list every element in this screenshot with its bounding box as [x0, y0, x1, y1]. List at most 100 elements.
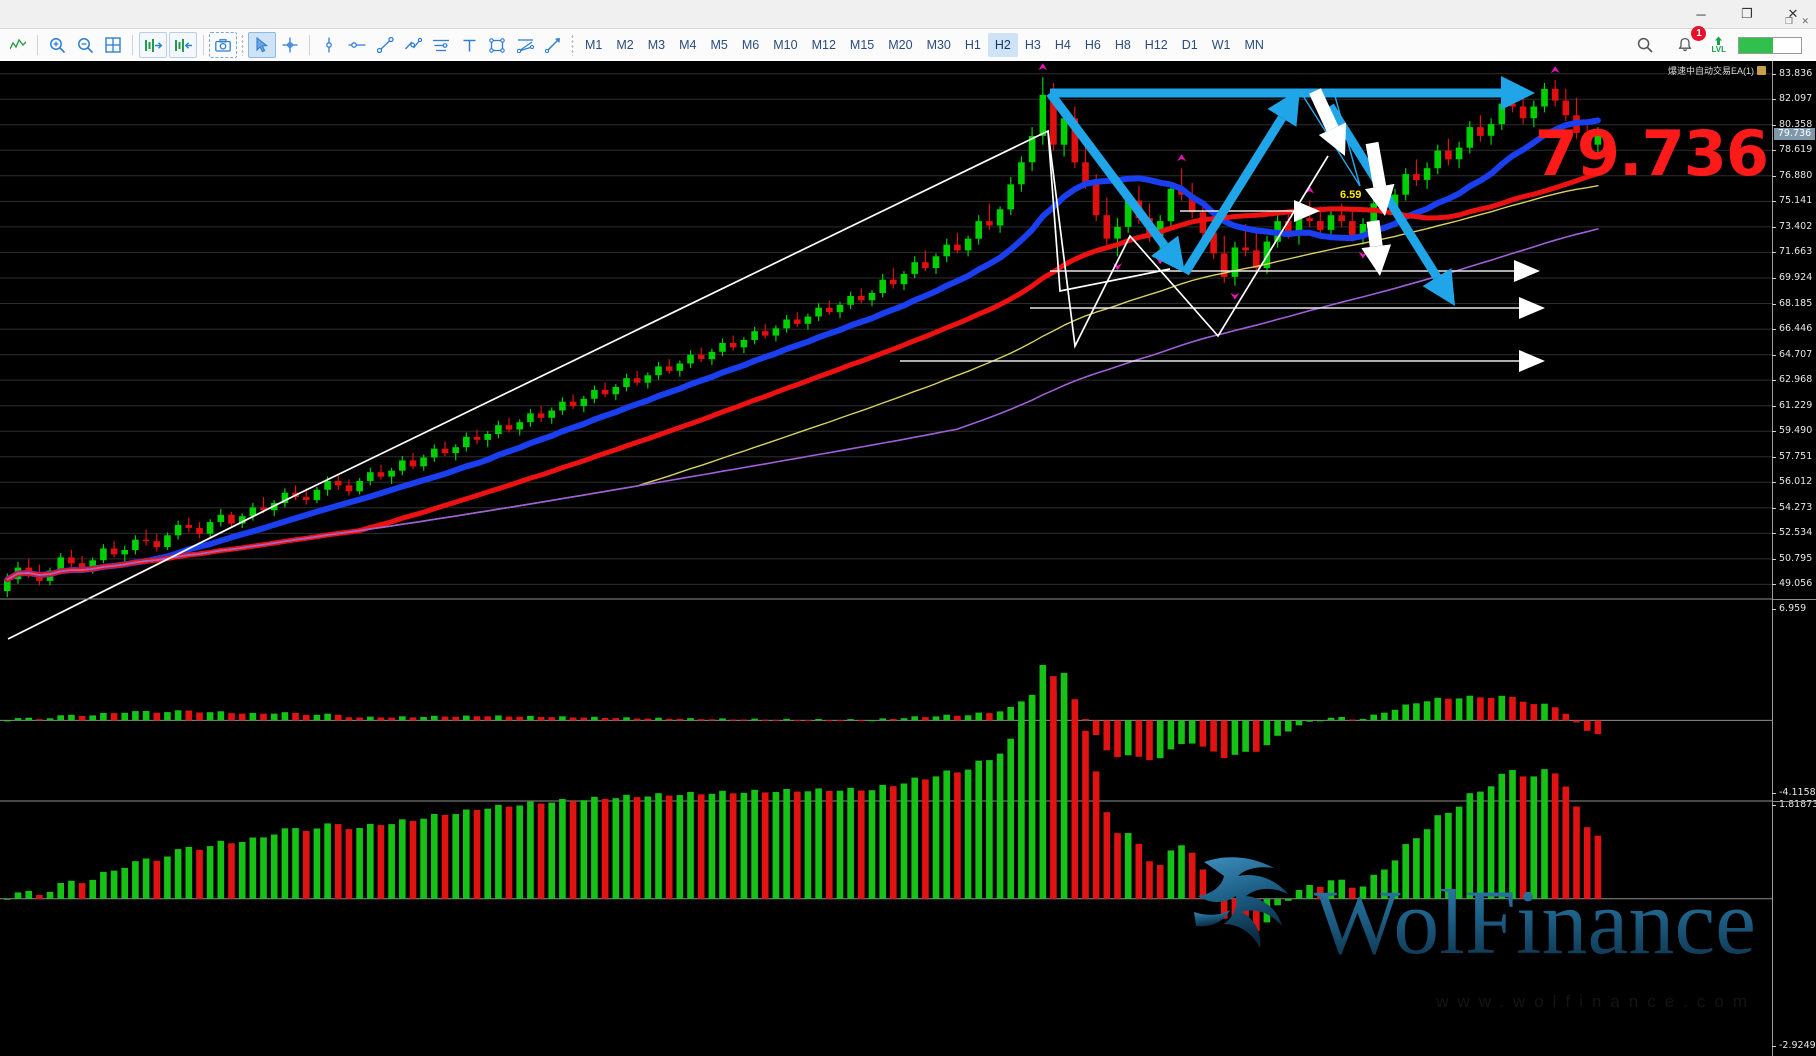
indicator1-top-value: 6.959	[1779, 603, 1807, 614]
toolbar-separator	[309, 35, 310, 55]
document-window-controls[interactable]: ❐ ✕	[1785, 16, 1812, 27]
timeframe-m1[interactable]: M1	[585, 38, 603, 52]
timeframe-d1[interactable]: D1	[1181, 38, 1198, 52]
indicator2-bottom-value: -2.92498	[1779, 1040, 1816, 1051]
price-tick-value: 61.229	[1779, 399, 1813, 411]
price-tick-value: 78.619	[1779, 144, 1813, 156]
fib-fan-icon[interactable]	[511, 32, 539, 58]
price-tick-value: 69.924	[1779, 272, 1813, 283]
timeframe-group: M1 M2 M3 M4 M5 M6 M10 M12 M15 M20 M30 H1 H2 H3 H4 H6 H8 H…	[578, 33, 1271, 57]
price-tick: 75.141	[1771, 195, 1812, 206]
timeframe-m2[interactable]: M2	[616, 38, 634, 52]
toolbar-grip[interactable]	[241, 34, 244, 56]
toolbar-separator	[203, 35, 204, 55]
trend-line-icon[interactable]	[371, 32, 399, 58]
zoom-in-icon[interactable]	[43, 32, 71, 58]
price-tick-value: 52.534	[1779, 527, 1813, 539]
ea-robot-icon	[1757, 66, 1766, 75]
connection-meter[interactable]	[1738, 36, 1802, 54]
timeframe-h3[interactable]: H3	[1024, 38, 1041, 52]
connection-meter-fill	[1739, 37, 1774, 53]
current-price-tag: 79.736	[1774, 127, 1815, 140]
price-plot[interactable]	[0, 61, 1772, 1056]
price-tick-value: 49.056	[1779, 578, 1813, 590]
price-tick: 64.707	[1771, 349, 1812, 360]
price-tick: 71.663	[1771, 246, 1812, 257]
timeframe-m30[interactable]: M30	[926, 38, 951, 52]
pane-divider	[1773, 599, 1816, 600]
price-tick: 76.880	[1771, 169, 1813, 181]
close-button[interactable]: ✕	[1787, 6, 1799, 21]
indicator2-bottom: -2.92498	[1772, 1040, 1816, 1051]
doc-close-button[interactable]: ✕	[1801, 16, 1812, 26]
price-tick: 50.795	[1771, 552, 1813, 564]
timeframe-h4[interactable]: H4	[1054, 38, 1071, 52]
timeframe-m5[interactable]: M5	[710, 38, 728, 52]
timeframe-m12[interactable]: M12	[811, 38, 836, 52]
doc-restore-button[interactable]: ❐	[1784, 16, 1796, 26]
zoom-out-icon[interactable]	[71, 32, 99, 58]
indicator2-top-value: 1.81873	[1779, 799, 1816, 810]
indicator2-top: 1.81873	[1771, 799, 1816, 810]
timeframe-m20[interactable]: M20	[888, 38, 913, 52]
horizontal-line-icon[interactable]	[343, 32, 371, 58]
timeframe-m10[interactable]: M10	[773, 38, 798, 52]
timeframe-m3[interactable]: M3	[647, 38, 666, 52]
price-tick-value: 50.795	[1779, 552, 1813, 564]
rectangle-icon[interactable]	[483, 32, 511, 58]
text-label-icon[interactable]	[455, 32, 483, 58]
indicators-icon[interactable]	[4, 32, 32, 58]
watermark-url: www.wolfinance.com	[1436, 992, 1756, 1011]
window-titlebar: ─ ❐ ✕	[0, 0, 1816, 29]
price-tick: 59.490	[1771, 425, 1813, 437]
timeframe-mn[interactable]: MN	[1244, 38, 1264, 52]
timeframe-w1[interactable]: W1	[1211, 38, 1231, 52]
toolbar-grip[interactable]	[571, 34, 574, 56]
price-tick-value: 76.880	[1779, 169, 1813, 181]
notification-bell-icon[interactable]: 1	[1671, 26, 1707, 58]
timeframe-h1[interactable]: H1	[964, 38, 981, 52]
minimize-button[interactable]: ─	[1696, 6, 1706, 22]
price-tick-value: 57.751	[1779, 450, 1813, 462]
scroll-left-icon[interactable]	[169, 32, 197, 58]
timeframe-h6[interactable]: H6	[1084, 38, 1101, 52]
symbol-label: 爆速中自动交易EA(1)	[1668, 64, 1766, 77]
notification-badge: 1	[1691, 26, 1707, 41]
indicator1-bottom-value: -4.1158	[1779, 787, 1816, 798]
level-indicator[interactable]: LVL	[1711, 36, 1726, 54]
price-tick: 49.056	[1771, 578, 1813, 590]
main-toolbar: M1 M2 M3 M4 M5 M6 M10 M12 M15 M20 M30 H1 H2 H3 H4 H6 H8 H…	[0, 26, 1816, 62]
screenshot-icon[interactable]	[209, 32, 237, 58]
timeframe-h12[interactable]: H12	[1144, 38, 1168, 52]
price-tick: 68.185	[1771, 298, 1812, 309]
search-icon[interactable]	[1631, 32, 1659, 58]
grid-icon[interactable]	[99, 32, 127, 58]
cursor-icon[interactable]	[248, 32, 276, 58]
timeframe-h2[interactable]: H2	[987, 33, 1018, 57]
yellow-annotation-label: 6.59	[1340, 189, 1362, 201]
price-tick-value: 59.490	[1779, 425, 1813, 437]
price-tick: 83.836	[1771, 68, 1812, 79]
price-tick: 61.229	[1771, 399, 1813, 411]
timeframe-m6[interactable]: M6	[741, 38, 760, 52]
price-tick: 66.446	[1771, 323, 1812, 334]
price-tick: 73.402	[1771, 221, 1812, 232]
pane-divider	[1773, 801, 1816, 802]
vertical-line-icon[interactable]	[315, 32, 343, 58]
fibonacci-icon[interactable]	[427, 32, 455, 58]
price-tick-value: 80.358	[1779, 118, 1813, 130]
scroll-right-icon[interactable]	[139, 32, 167, 58]
timeframe-m4[interactable]: M4	[679, 38, 697, 52]
chart-area[interactable]: 爆速中自动交易EA(1) 79.736 6.59 WolFinance www.…	[0, 61, 1816, 1056]
toolbar-separator	[132, 35, 133, 55]
timeframe-h8[interactable]: H8	[1114, 38, 1131, 52]
price-tick: 52.534	[1771, 527, 1813, 539]
timeframe-m15[interactable]: M15	[849, 38, 875, 52]
price-tick: 62.968	[1771, 374, 1812, 385]
polyline-icon[interactable]	[399, 32, 427, 58]
crosshair-icon[interactable]	[276, 32, 304, 58]
price-axis[interactable]: 83.836 82.097 80.358 78.619 76.880 75.141 73.4…	[1771, 61, 1816, 1056]
chart-canvas	[0, 63, 1772, 931]
arrow-icon[interactable]	[539, 32, 567, 58]
maximize-button[interactable]: ❐	[1741, 6, 1753, 21]
